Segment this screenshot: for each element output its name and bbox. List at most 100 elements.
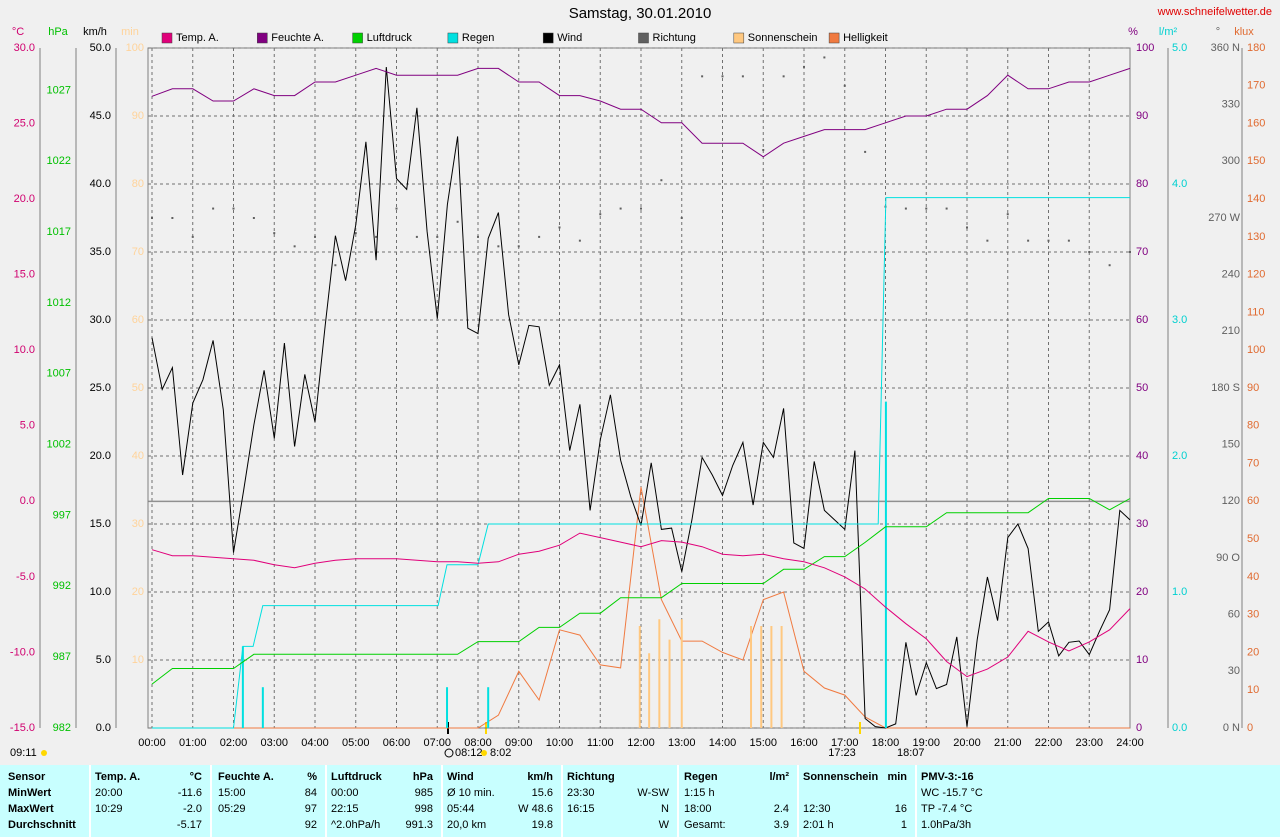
y-tick-label: 20 — [132, 586, 144, 598]
y-tick-label: 160 — [1247, 117, 1265, 129]
y-tick-label: 180 — [1247, 42, 1265, 54]
direction-dot — [212, 207, 215, 210]
x-tick-label: 20:00 — [953, 737, 981, 749]
y-tick-label: 70 — [132, 246, 144, 258]
x-tick-label: 24:00 — [1116, 737, 1144, 749]
y-tick-label: 50.0 — [90, 42, 111, 54]
direction-dot — [803, 65, 805, 68]
y-tick-label: 1.0 — [1172, 586, 1187, 598]
y-tick-label: 120 — [1247, 269, 1265, 281]
axis-unit: hPa — [48, 26, 68, 38]
y-tick-label: 30.0 — [14, 42, 35, 54]
direction-dot — [334, 264, 337, 267]
direction-dot — [741, 75, 744, 78]
direction-dot — [966, 226, 968, 229]
y-tick-label: 70 — [1136, 246, 1148, 258]
row-label: Durchschnitt — [8, 819, 76, 831]
y-tick-label: 25.0 — [14, 117, 35, 129]
direction-dot — [456, 220, 459, 223]
cell-text: 10:29 — [95, 803, 123, 815]
row-label: MinWert — [8, 787, 52, 799]
column-unit: min — [887, 771, 907, 783]
cell-value: -5.17 — [176, 819, 202, 831]
cell-value: 84 — [304, 787, 317, 799]
direction-dot — [273, 232, 276, 235]
legend-label: Sonnenschein — [748, 32, 818, 44]
y-tick-label: 360 N — [1211, 42, 1240, 54]
cell-text: ^2.0hPa/h — [331, 819, 381, 831]
cell-text: 16:15 — [567, 803, 595, 815]
x-tick-label: 08:00 — [464, 737, 492, 749]
cell-value: 16 — [894, 803, 907, 815]
column-divider — [325, 765, 327, 837]
y-tick-label: 5.0 — [1172, 42, 1187, 54]
cell-text: 23:30 — [567, 787, 595, 799]
y-tick-label: 20 — [1136, 586, 1148, 598]
y-tick-label: 70 — [1247, 457, 1259, 469]
y-tick-label: 100 — [1136, 42, 1154, 54]
y-tick-label: 15.0 — [14, 269, 35, 281]
legend-swatch — [447, 32, 459, 44]
x-tick-label: 21:00 — [994, 737, 1022, 749]
direction-dot — [578, 239, 581, 242]
series-line — [151, 66, 1131, 729]
direction-dot — [945, 207, 948, 210]
y-tick-label: 10 — [132, 654, 144, 666]
axis-unit: % — [1128, 26, 1138, 38]
direction-dot — [986, 239, 989, 242]
y-tick-label: 60 — [1247, 495, 1259, 507]
column-divider — [915, 765, 917, 837]
direction-dot — [558, 226, 561, 229]
y-tick-label: 1027 — [47, 84, 71, 96]
y-tick-label: 1002 — [47, 439, 71, 451]
legend-swatch — [828, 32, 840, 44]
cell-text: 1:15 h — [684, 787, 715, 799]
series-line — [152, 486, 1130, 729]
cell-text: WC -15.7 °C — [921, 787, 983, 799]
y-tick-label: 50 — [1136, 382, 1148, 394]
y-tick-label: 2.0 — [1172, 450, 1187, 462]
direction-dot — [823, 56, 826, 59]
sun-icon — [481, 750, 487, 756]
cell-text: 1.0hPa/3h — [921, 819, 972, 831]
cell-text: 00:00 — [331, 787, 359, 799]
legend-swatch — [352, 32, 363, 44]
y-tick-label: 992 — [53, 580, 71, 592]
y-tick-label: 30.0 — [90, 314, 111, 326]
y-tick-label: 10.0 — [14, 344, 35, 356]
x-tick-label: 00:00 — [138, 737, 166, 749]
y-tick-label: 40 — [1247, 571, 1259, 583]
sun-icon — [41, 750, 47, 756]
y-tick-label: 1007 — [47, 368, 71, 380]
y-tick-label: 35.0 — [90, 246, 111, 258]
y-tick-label: 982 — [53, 722, 71, 734]
legend-swatch — [161, 32, 173, 44]
cell-value: 1 — [900, 819, 907, 831]
y-tick-label: 300 — [1222, 155, 1240, 167]
y-tick-label: 30 — [1136, 518, 1148, 530]
y-tick-label: 150 — [1222, 439, 1240, 451]
annotation: 8:02 — [490, 747, 511, 759]
direction-dot — [436, 235, 439, 238]
axis-unit: °C — [12, 26, 24, 38]
direction-dot — [517, 245, 520, 248]
y-tick-label: 100 — [1247, 344, 1265, 356]
direction-dot — [1006, 213, 1009, 216]
y-tick-label: 140 — [1247, 193, 1265, 205]
series-line — [152, 197, 1130, 729]
x-tick-label: 22:00 — [1035, 737, 1063, 749]
x-tick-label: 18:00 — [872, 737, 900, 749]
cell-text: 15:00 — [218, 787, 246, 799]
column-unit: l/m² — [769, 771, 789, 783]
direction-dot — [864, 150, 867, 153]
y-tick-label: 1017 — [47, 226, 71, 238]
cell-text: 12:30 — [803, 803, 831, 815]
legend-swatch — [638, 32, 649, 44]
column-title: PMV-3:-16 — [921, 771, 974, 783]
direction-dot — [1047, 239, 1050, 242]
y-tick-label: 110 — [1247, 306, 1265, 318]
cell-text: 20:00 — [95, 787, 123, 799]
column-divider — [89, 765, 91, 837]
direction-dot — [701, 75, 704, 78]
legend-label: Wind — [557, 32, 582, 44]
